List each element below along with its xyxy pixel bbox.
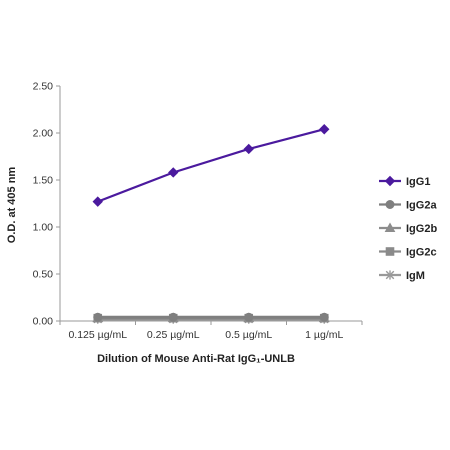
y-axis-title: O.D. at 405 nm [6,167,18,244]
series-line [97,128,325,203]
y-tick-label: 2.00 [33,128,54,140]
legend-label: IgG2b [406,223,437,235]
legend-label: IgG1 [406,176,430,188]
legend-marker [385,200,395,209]
data-point [93,312,103,322]
legend-marker [385,270,395,280]
legend-marker [384,175,396,187]
x-axis-ticks: 0.125 µg/mL 0.25 µg/mL 0.5 µg/mL 1 µg/mL [59,321,363,341]
x-tick-label: 0.5 µg/mL [225,329,272,341]
data-point [168,312,178,322]
series-igg1 [92,124,330,207]
legend-item-igg2b: IgG2b [379,222,437,235]
series-igg2a [93,312,329,322]
legend-label: IgG2c [406,247,437,259]
legend-label: IgM [406,270,425,282]
series-layer [92,124,330,324]
legend-label: IgG2a [406,200,437,212]
legend-marker [384,222,396,232]
y-tick-label: 0.00 [33,316,54,328]
data-point [244,312,254,322]
data-point [319,312,329,322]
y-axis-ticks: 0.00 0.50 1.00 1.50 2.00 2.50 [33,81,60,328]
data-point [92,196,103,207]
y-tick-label: 1.50 [33,175,54,187]
legend-item-igg2c: IgG2c [379,247,437,259]
plot-area [59,86,362,322]
legend-item-igg2a: IgG2a [379,200,437,212]
x-tick-label: 0.25 µg/mL [147,329,200,341]
y-tick-label: 0.50 [33,269,54,281]
legend-item-igm: IgM [379,270,425,282]
y-tick-label: 2.50 [33,81,54,93]
x-tick-label: 0.125 µg/mL [68,329,127,341]
legend-marker [385,247,395,256]
data-point [243,143,254,155]
legend: IgG1 IgG2a IgG2b IgG2c IgM [379,175,437,282]
data-point [168,167,179,178]
y-tick-label: 1.00 [33,222,54,234]
x-axis-title: Dilution of Mouse Anti-Rat IgG₁-UNLB [97,353,295,365]
data-point [319,124,330,135]
legend-item-igg1: IgG1 [379,175,430,188]
x-tick-label: 1 µg/mL [305,329,343,341]
